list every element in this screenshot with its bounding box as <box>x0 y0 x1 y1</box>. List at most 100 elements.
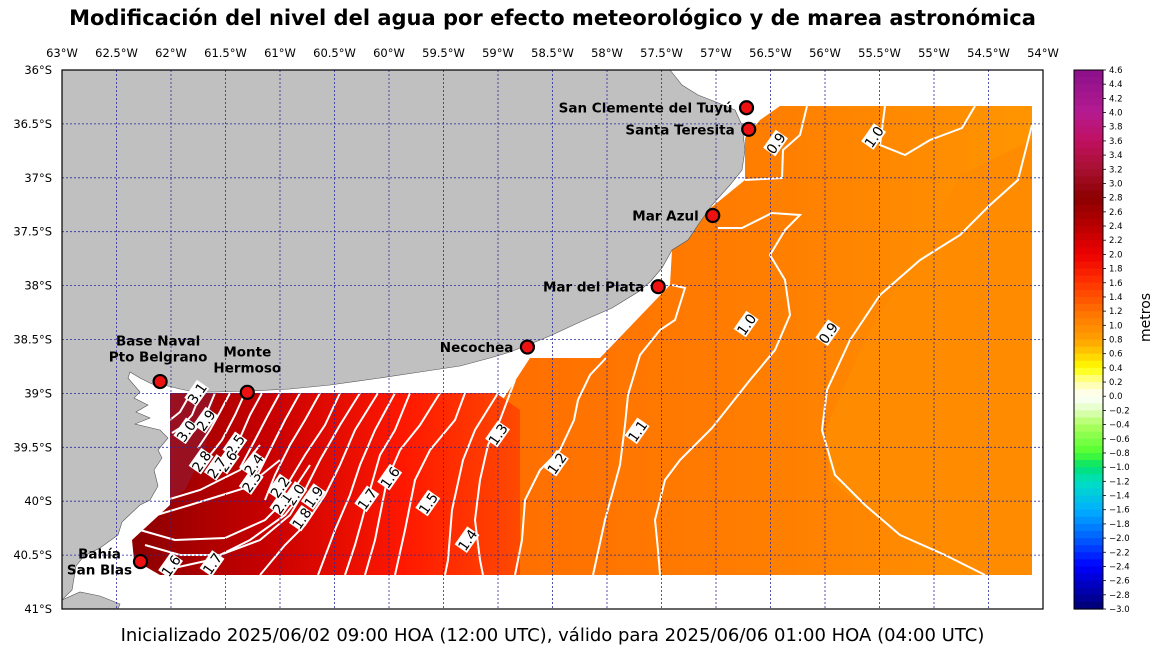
colorbar-segment <box>1074 126 1103 135</box>
colorbar-segment <box>1074 254 1103 263</box>
colorbar-segment <box>1074 190 1103 199</box>
colorbar-segment <box>1074 332 1103 341</box>
longitude-label: 59.5°W <box>422 46 465 60</box>
station-marker[interactable] <box>239 384 255 400</box>
colorbar-tick-label: −0.8 <box>1109 449 1130 459</box>
colorbar-segment <box>1074 346 1103 355</box>
colorbar-segment <box>1074 98 1103 107</box>
colorbar-tick-label: −0.4 <box>1109 421 1130 431</box>
station-name: Hermoso <box>213 360 281 376</box>
colorbar-tick-label: 1.2 <box>1109 307 1123 317</box>
colorbar-segment <box>1074 474 1103 482</box>
longitude-label: 58°W <box>591 46 623 60</box>
colorbar-segment <box>1074 289 1103 298</box>
colorbar-segment <box>1074 552 1103 560</box>
map-title: Modificación del nivel del agua por efec… <box>69 6 1036 30</box>
colorbar-segment <box>1074 566 1103 575</box>
colorbar-segment <box>1074 509 1103 518</box>
station-marker[interactable] <box>741 121 757 137</box>
colorbar-segment <box>1074 431 1103 440</box>
station-marker[interactable] <box>738 100 755 116</box>
latitude-label: 37°S <box>24 171 52 185</box>
contour-line <box>197 392 231 449</box>
station-marker[interactable] <box>705 207 721 224</box>
station[interactable]: Santa Teresita <box>625 121 757 138</box>
contour-line <box>169 397 189 421</box>
colorbar-segment <box>1074 467 1103 475</box>
longitude-label: 55.5°W <box>858 46 901 60</box>
station[interactable]: Mar del Plata <box>543 279 666 296</box>
longitude-label: 62°W <box>155 46 187 60</box>
longitude-label: 57°W <box>700 46 732 60</box>
contour-line <box>209 392 246 456</box>
longitude-label: 60.5°W <box>313 46 356 60</box>
longitude-label: 59°W <box>482 46 514 60</box>
station[interactable]: Mar Azul <box>632 207 721 225</box>
colorbar-tick-label: 0.0 <box>1109 392 1123 402</box>
colorbar-segment <box>1074 601 1103 610</box>
latitude-label: 37.5°S <box>13 225 52 239</box>
colorbar-tick-label: 2.4 <box>1109 222 1123 232</box>
colorbar-segment <box>1074 155 1103 163</box>
contour-line <box>744 105 808 181</box>
colorbar-segment <box>1074 325 1103 334</box>
colorbar-segment <box>1074 339 1103 348</box>
colorbar-segment <box>1074 211 1103 220</box>
colorbar-tick-label: 2.2 <box>1109 236 1123 246</box>
station-name: Base Naval <box>116 334 200 350</box>
colorbar-segment <box>1074 545 1103 553</box>
colorbar-tick-label: 0.4 <box>1109 364 1123 374</box>
colorbar-tick-label: −2.6 <box>1109 577 1130 587</box>
colorbar-segment <box>1074 382 1103 390</box>
station-name: Mar del Plata <box>543 280 644 296</box>
station-name: Necochea <box>440 340 514 356</box>
colorbar-tick-label: −2.8 <box>1109 591 1130 601</box>
contour-line <box>144 489 306 556</box>
colorbar-segment <box>1074 119 1103 128</box>
colorbar-segment <box>1074 140 1103 149</box>
colorbar-tick-label: 0.8 <box>1109 336 1123 346</box>
colorbar-segment <box>1074 197 1103 206</box>
station-marker[interactable] <box>650 279 666 295</box>
colorbar-tick-label: −3.0 <box>1109 605 1130 615</box>
station-name: Monte <box>223 344 271 360</box>
longitude-label: 54.5°W <box>967 46 1010 60</box>
station-marker[interactable] <box>132 553 149 570</box>
colorbar-segment <box>1074 396 1103 404</box>
colorbar-tick-label: 0.6 <box>1109 350 1123 360</box>
colorbar-segment <box>1074 112 1103 121</box>
colorbar-segment <box>1074 162 1103 170</box>
colorbar-segment <box>1074 133 1103 142</box>
longitude-label: 61.5°W <box>204 46 247 60</box>
colorbar-segment <box>1074 240 1103 248</box>
colorbar-segment <box>1074 538 1103 546</box>
colorbar: 4.6 4.4 4.2 4.0 3.8 3.6 3.4 3.2 3.0 2.8 2.6 2.4 2.2 2… <box>1073 66 1130 615</box>
station-marker[interactable] <box>519 339 536 355</box>
colorbar-segment <box>1074 247 1103 255</box>
colorbar-tick-label: −1.8 <box>1109 520 1130 530</box>
colorbar-tick-label: 2.6 <box>1109 208 1123 218</box>
colorbar-segment <box>1074 523 1103 532</box>
colorbar-segment <box>1074 367 1103 376</box>
contour-line <box>592 284 687 576</box>
surge-field-west <box>132 393 520 575</box>
colorbar-tick-label: 3.8 <box>1109 123 1123 133</box>
colorbar-tick-label: 4.6 <box>1109 66 1123 76</box>
colorbar-segment <box>1074 218 1103 227</box>
station[interactable]: San Clemente del Tuyú <box>559 100 755 117</box>
colorbar-segment <box>1074 389 1103 397</box>
colorbar-tick-label: 4.0 <box>1109 109 1123 119</box>
colorbar-tick-label: 3.2 <box>1109 165 1123 175</box>
colorbar-segment <box>1074 452 1103 461</box>
colorbar-segment <box>1074 226 1103 234</box>
colorbar-tick-label: 0.2 <box>1109 378 1123 388</box>
colorbar-tick-label: −2.0 <box>1109 534 1130 544</box>
latitude-label: 40.5°S <box>13 548 52 562</box>
station[interactable]: Necochea <box>440 339 536 356</box>
latitude-label: 36°S <box>24 63 52 77</box>
colorbar-segment <box>1074 587 1103 596</box>
station-marker[interactable] <box>152 373 168 390</box>
